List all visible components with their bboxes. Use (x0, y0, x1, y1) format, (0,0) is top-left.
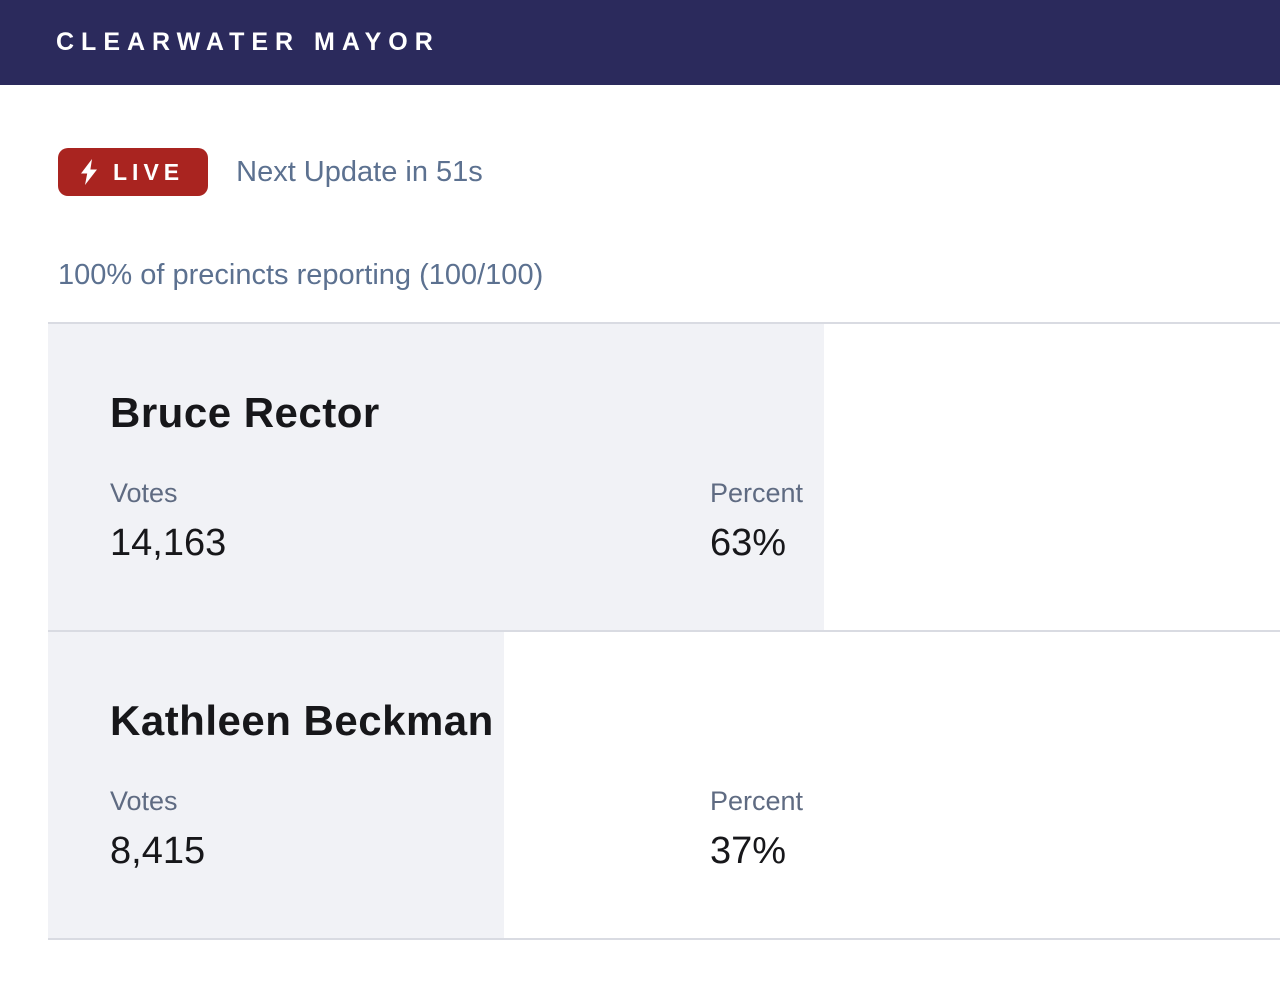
percent-label: Percent (710, 786, 804, 816)
results-list: Bruce Rector Votes 14,163 Percent 63% Ka… (48, 322, 1280, 940)
votes-column: Votes 8,415 (110, 784, 710, 874)
percent-column: Percent 37% (710, 784, 803, 874)
votes-value: 8,415 (110, 830, 206, 872)
next-update-text: Next Update in 51s (236, 155, 483, 188)
votes-label: Votes (110, 786, 178, 816)
lightning-bolt-icon (78, 159, 100, 185)
percent-value: 37% (710, 830, 787, 872)
vote-share-bar (48, 632, 504, 938)
candidate-stats: Votes 8,415 Percent 37% (110, 784, 1280, 874)
votes-value: 14,163 (110, 522, 227, 564)
candidate-row-kathleen-beckman: Kathleen Beckman Votes 8,415 Percent 37% (48, 630, 1280, 938)
race-title: CLEARWATER MAYOR (56, 28, 440, 56)
live-badge-label: LIVE (113, 158, 185, 185)
candidate-row-bruce-rector: Bruce Rector Votes 14,163 Percent 63% (48, 322, 1280, 630)
candidate-name: Kathleen Beckman (110, 697, 494, 744)
candidate-name: Bruce Rector (110, 389, 380, 436)
percent-label: Percent (710, 478, 804, 508)
candidate-row-content: Kathleen Beckman Votes 8,415 Percent 37% (48, 632, 1280, 874)
candidate-row-content: Bruce Rector Votes 14,163 Percent 63% (48, 324, 1280, 566)
votes-label: Votes (110, 478, 178, 508)
precincts-reporting-text: 100% of precincts reporting (100/100) (58, 259, 544, 291)
live-badge: LIVE (58, 148, 209, 196)
race-header: CLEARWATER MAYOR (0, 0, 1280, 85)
candidate-stats: Votes 14,163 Percent 63% (110, 476, 1280, 566)
vote-share-bar (48, 324, 825, 630)
percent-column: Percent 63% (710, 476, 803, 566)
live-status-row: LIVE Next Update in 51s (58, 148, 1280, 196)
votes-column: Votes 14,163 (110, 476, 710, 566)
percent-value: 63% (710, 522, 787, 564)
